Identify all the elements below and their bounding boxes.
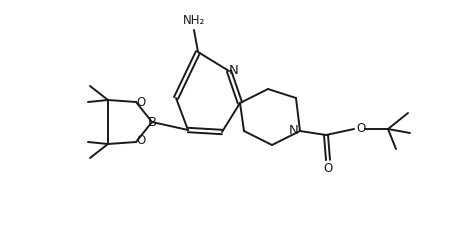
Text: O: O (356, 123, 365, 135)
Text: O: O (136, 96, 146, 109)
Text: N: N (229, 64, 239, 78)
Text: B: B (148, 115, 157, 129)
Text: NH₂: NH₂ (183, 14, 205, 26)
Text: O: O (323, 163, 333, 175)
Text: O: O (136, 134, 146, 148)
Text: N: N (289, 124, 299, 138)
